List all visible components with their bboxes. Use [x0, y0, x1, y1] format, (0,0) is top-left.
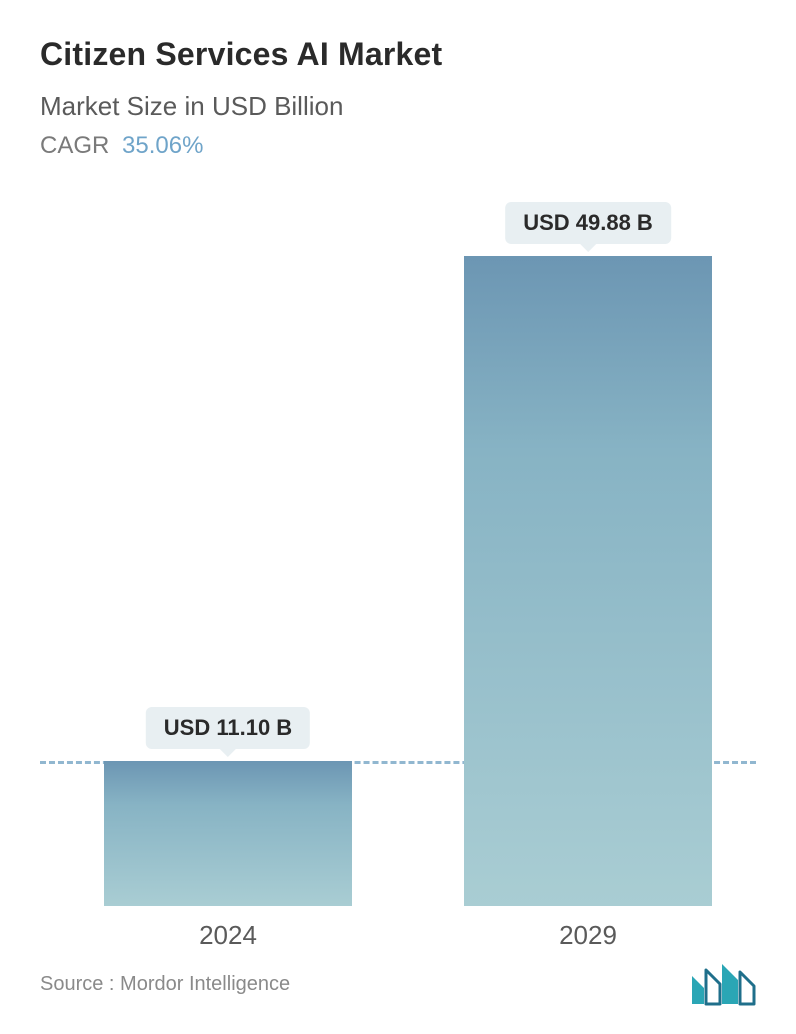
x-axis-label-2029: 2029 — [559, 920, 617, 951]
chart-subtitle: Market Size in USD Billion — [40, 91, 756, 122]
x-axis-labels: 2024 2029 — [40, 920, 756, 968]
cagr-row: CAGR 35.06% — [40, 132, 756, 160]
cagr-value: 35.06% — [122, 132, 203, 159]
bar-2029 — [464, 256, 712, 906]
value-label-2024: USD 11.10 B — [146, 707, 310, 749]
chart-plot-area: USD 11.10 B USD 49.88 B — [40, 166, 756, 906]
cagr-label: CAGR — [40, 132, 109, 159]
bar-2024 — [104, 761, 352, 906]
source-text: Source : Mordor Intelligence — [40, 973, 290, 996]
logo-icon — [690, 962, 756, 1006]
x-axis-label-2024: 2024 — [199, 920, 257, 951]
chart-title: Citizen Services AI Market — [40, 36, 756, 73]
value-label-2029: USD 49.88 B — [505, 202, 671, 244]
